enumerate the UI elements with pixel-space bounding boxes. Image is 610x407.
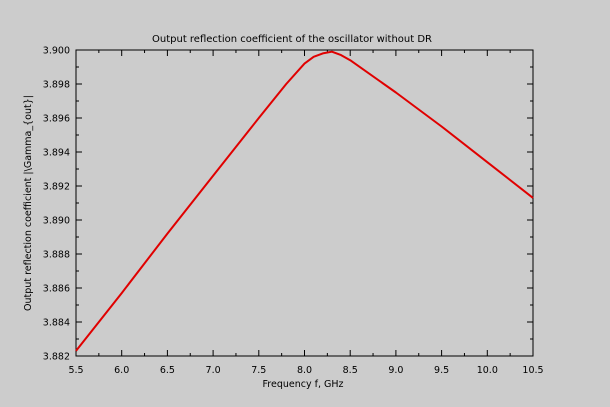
y-tick-label: 3.890 xyxy=(43,216,70,227)
x-tick-label: 6.0 xyxy=(114,365,129,376)
y-tick-label: 3.898 xyxy=(43,80,70,91)
y-axis-label: Output reflection coefficient |\Gamma_{o… xyxy=(23,95,34,311)
x-tick-label: 9.0 xyxy=(388,365,403,376)
y-tick-label: 3.882 xyxy=(43,352,70,363)
chart-title: Output reflection coefficient of the osc… xyxy=(152,34,432,45)
series-layer xyxy=(75,50,534,352)
y-axis: 3.882 3.884 3.886 3.888 3.890 3.892 3.894 3.896… xyxy=(43,46,533,363)
series-line xyxy=(75,50,534,352)
x-tick-label: 8.0 xyxy=(297,365,312,376)
x-tick-label: 5.5 xyxy=(68,365,83,376)
y-tick-label: 3.886 xyxy=(43,284,70,295)
x-axis-label: Frequency f, GHz xyxy=(263,379,344,390)
x-tick-label: 7.5 xyxy=(251,365,266,376)
x-tick-label: 7.0 xyxy=(206,365,221,376)
x-tick-label: 9.5 xyxy=(434,365,449,376)
x-tick-label: 10.5 xyxy=(522,365,543,376)
y-tick-label: 3.894 xyxy=(43,148,70,159)
y-tick-label: 3.896 xyxy=(43,114,70,125)
x-tick-label: 6.5 xyxy=(160,365,175,376)
y-tick-label: 3.888 xyxy=(43,250,70,261)
y-tick-label: 3.892 xyxy=(43,182,70,193)
y-tick-label: 3.884 xyxy=(43,318,70,329)
y-tick-label: 3.900 xyxy=(43,46,70,57)
x-tick-label: 10.0 xyxy=(477,365,498,376)
x-axis: 5.5 6.0 6.5 7.0 7.5 8.0 8.5 9.0 9.5 10.0 10.5 xyxy=(68,50,544,376)
x-tick-label: 8.5 xyxy=(343,365,358,376)
plot-frame xyxy=(75,49,534,357)
